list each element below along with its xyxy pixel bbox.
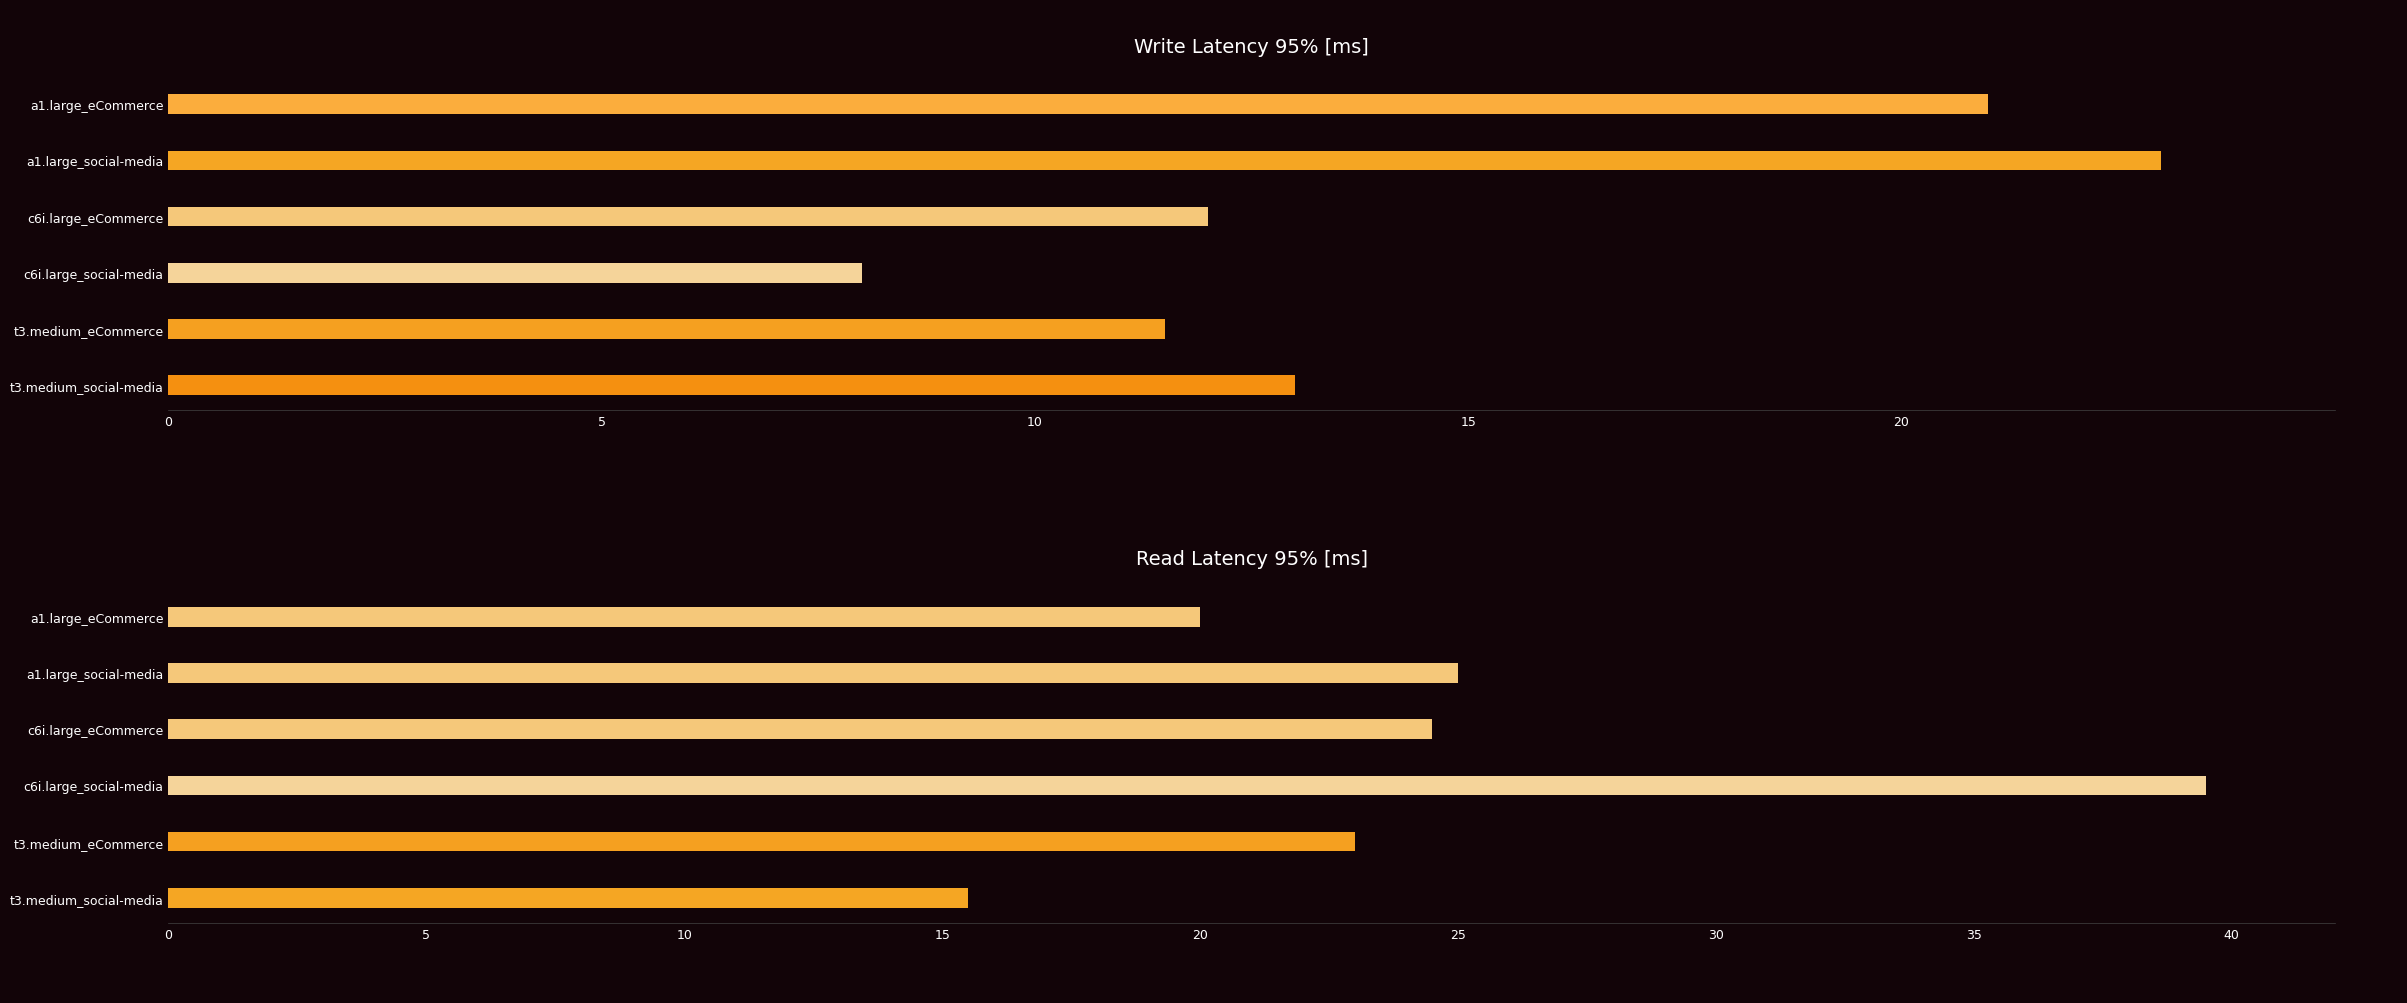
Bar [168, 376, 1295, 395]
Bar [168, 720, 1432, 739]
Bar [168, 664, 1459, 683]
Bar [168, 320, 1165, 339]
Title: Read Latency 95% [ms]: Read Latency 95% [ms] [1136, 550, 1367, 569]
Bar [168, 95, 1988, 115]
Bar [168, 608, 1201, 627]
Bar [168, 264, 862, 283]
Bar [168, 208, 1208, 228]
Bar [168, 151, 2161, 172]
Bar [168, 888, 968, 908]
Bar [168, 831, 1355, 852]
Bar [168, 775, 2205, 795]
Title: Write Latency 95% [ms]: Write Latency 95% [ms] [1134, 37, 1370, 56]
